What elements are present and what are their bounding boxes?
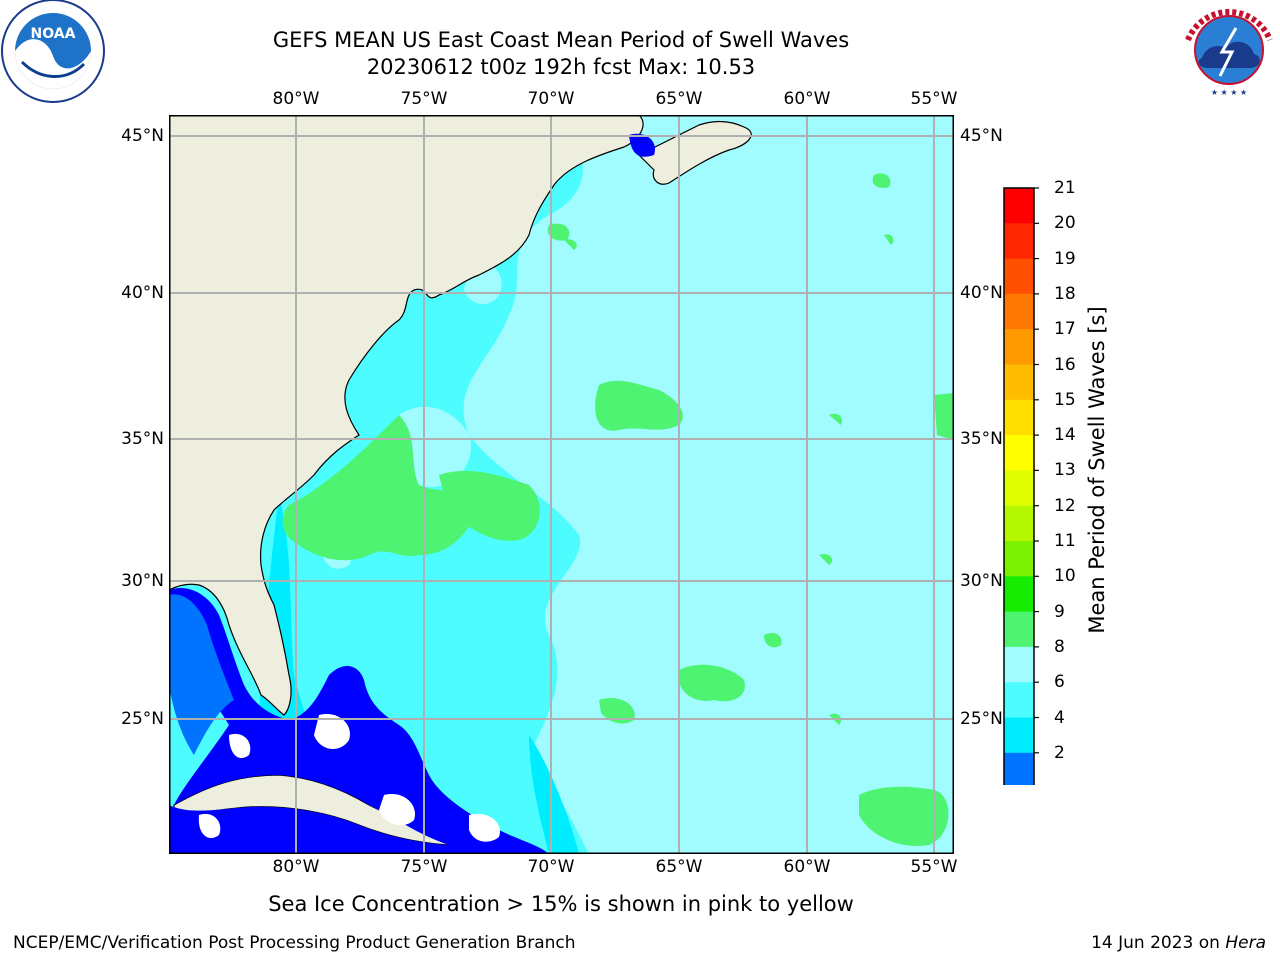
nws-logo: ★ ★ ★ ★ [1181, 2, 1277, 98]
swell-9-10-regions [282, 173, 954, 846]
colorbar-tick-label: 10 [1054, 566, 1076, 587]
lon-tick-top: 65°W [655, 89, 703, 109]
noaa-logo: NOAA [1, 0, 105, 103]
footer-date: 14 Jun 2023 on Hera [1091, 933, 1266, 953]
colorbar-segment [1004, 293, 1034, 330]
colorbar-tick-label: 13 [1054, 460, 1076, 481]
map-title: GEFS MEAN US East Coast Mean Period of S… [272, 28, 850, 52]
colorbar-tick-label: 9 [1054, 601, 1065, 622]
footer-date-text: 14 Jun 2023 on [1091, 933, 1226, 953]
svg-text:NOAA: NOAA [31, 26, 76, 42]
lon-tick-bottom: 65°W [655, 857, 703, 877]
colorbar-segment [1004, 258, 1034, 295]
lat-tick-left: 45°N [121, 126, 164, 146]
colorbar-segment [1004, 435, 1034, 471]
colorbar-tick-label: 18 [1054, 283, 1076, 304]
svg-text:★ ★ ★ ★: ★ ★ ★ ★ [1211, 88, 1247, 97]
colorbar-segment [1004, 505, 1034, 542]
colorbar-segment [1004, 399, 1034, 436]
lat-tick-right: 30°N [960, 571, 1003, 591]
lon-tick-bottom: 80°W [272, 857, 320, 877]
lon-tick-top: 70°W [527, 89, 575, 109]
lat-tick-right: 45°N [960, 126, 1003, 146]
lat-tick-right: 25°N [960, 709, 1003, 729]
nova-scotia-land [637, 120, 752, 185]
map-border [169, 115, 954, 854]
colorbar-segment [1004, 717, 1034, 754]
colorbar-segment [1004, 611, 1034, 648]
colorbar-frame [1003, 187, 1035, 785]
colorbar-segment [1004, 646, 1034, 683]
colorbar-tick-label: 16 [1054, 354, 1076, 375]
colorbar-segment [1004, 329, 1034, 365]
sea-ice-note: Sea Ice Concentration > 15% is shown in … [268, 892, 854, 916]
lat-tick-left: 35°N [121, 429, 164, 449]
lon-tick-bottom: 55°W [910, 857, 958, 877]
lon-tick-bottom: 60°W [783, 857, 831, 877]
colorbar-segment [1004, 470, 1034, 507]
colorbar-tick-label: 11 [1054, 531, 1076, 551]
colorbar-segment [1004, 223, 1034, 260]
colorbar-tick-label: 4 [1054, 707, 1065, 728]
footer-credit: NCEP/EMC/Verification Post Processing Pr… [13, 933, 576, 953]
lat-tick-right: 35°N [960, 429, 1003, 449]
map-subtitle: 20230612 t00z 192h fcst Max: 10.53 [366, 55, 756, 79]
colorbar-tick-label: 14 [1054, 425, 1076, 446]
ice-free-white-gaps [198, 714, 500, 842]
footer-host: Hera [1225, 933, 1266, 953]
lat-tick-left: 30°N [121, 571, 164, 591]
lon-tick-top: 60°W [783, 89, 831, 109]
colorbar-tick-label: 2 [1054, 742, 1065, 763]
colorbar-tick-label: 15 [1054, 389, 1076, 410]
colorbar-tick-label: 21 [1054, 178, 1076, 198]
colorbar-tick-label: 20 [1054, 213, 1076, 234]
colorbar-segment [1004, 541, 1034, 577]
swell-period-map [169, 115, 954, 854]
graticule [169, 115, 954, 854]
lat-tick-right: 40°N [960, 283, 1003, 303]
colorbar-tick-label: 17 [1054, 319, 1076, 340]
colorbar-tick-label: 6 [1054, 672, 1065, 693]
swell-4-6-regions [169, 594, 234, 755]
lon-tick-bottom: 75°W [400, 857, 448, 877]
colorbar-tick-label: 12 [1054, 495, 1076, 516]
colorbar-label: Mean Period of Swell Waves [s] [1085, 306, 1109, 634]
lat-tick-left: 40°N [121, 283, 164, 303]
colorbar-segment [1004, 188, 1034, 224]
lon-tick-top: 80°W [272, 89, 320, 109]
colorbar-segment [1004, 752, 1034, 785]
lon-tick-top: 75°W [400, 89, 448, 109]
colorbar-segment [1004, 682, 1034, 718]
swell-2-4-regions [169, 133, 655, 854]
colorbar-tick-label: 19 [1054, 248, 1076, 269]
colorbar-segment [1004, 364, 1034, 401]
colorbar [1003, 187, 1039, 785]
colorbar-tick-label: 8 [1054, 636, 1065, 657]
lat-tick-left: 25°N [121, 709, 164, 729]
north-america-land [169, 115, 644, 716]
lon-tick-top: 55°W [910, 89, 958, 109]
lon-tick-bottom: 70°W [527, 857, 575, 877]
colorbar-segment [1004, 576, 1034, 613]
